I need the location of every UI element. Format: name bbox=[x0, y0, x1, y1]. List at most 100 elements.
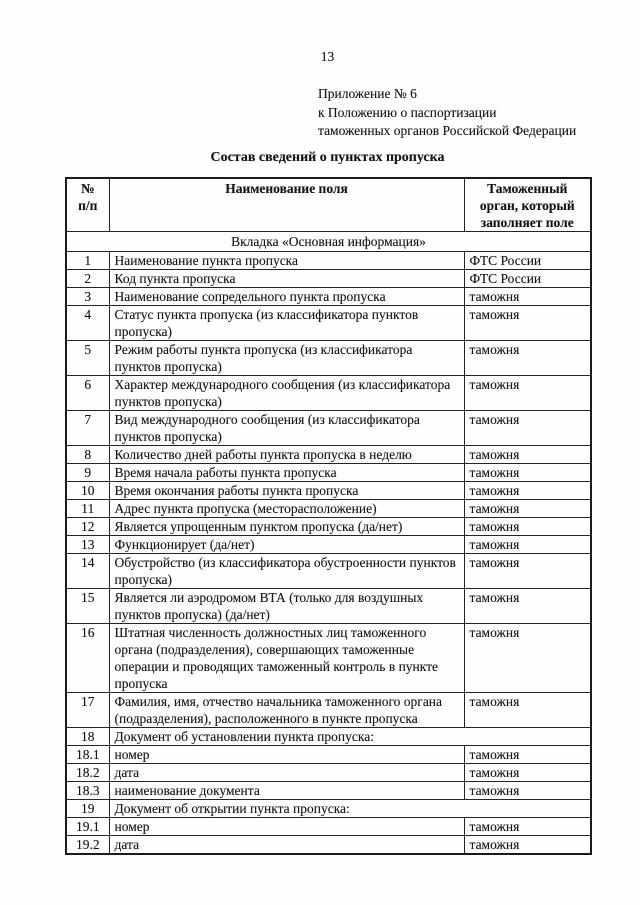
table-row: 12 Является упрощенным пунктом пропуска … bbox=[65, 516, 592, 536]
row-number-cell: 10 bbox=[65, 480, 110, 500]
filling-organ-cell: таможня bbox=[463, 444, 592, 464]
appendix-line: к Положению о паспортизации bbox=[318, 104, 497, 120]
filling-organ-cell: таможня bbox=[463, 816, 592, 836]
row-number-cell: 17 bbox=[65, 691, 110, 728]
row-number-cell: 7 bbox=[65, 409, 110, 446]
filling-organ-cell: таможня bbox=[463, 516, 592, 536]
field-name-cell: Наименование сопредельного пункта пропус… bbox=[108, 286, 465, 306]
row-number-cell: 12 bbox=[65, 516, 110, 536]
filling-organ-cell: таможня bbox=[463, 552, 592, 589]
filling-organ-cell: таможня bbox=[463, 480, 592, 500]
filling-organ-cell: таможня bbox=[463, 744, 592, 764]
field-name-cell: Код пункта пропуска bbox=[108, 268, 465, 288]
filling-organ-cell: таможня bbox=[463, 498, 592, 518]
document-title: Состав сведений о пунктах пропуска bbox=[210, 149, 445, 165]
filling-organ-cell: таможня bbox=[463, 834, 592, 854]
appendix-line: Приложение № 6 bbox=[318, 86, 417, 101]
table-row: 9 Время начала работы пункта пропуска та… bbox=[65, 462, 592, 482]
table-header-row: № п/п Наименование поля Таможенный орган… bbox=[65, 177, 592, 232]
filling-organ-cell: таможня bbox=[463, 762, 592, 782]
filling-organ-cell: ФТС России bbox=[463, 268, 592, 288]
field-name-cell: номер bbox=[108, 744, 465, 764]
field-name-cell: Режим работы пункта пропуска (из классиф… bbox=[108, 339, 465, 376]
row-number-cell: 19.1 bbox=[65, 816, 110, 836]
field-name-cell: Является ли аэродромом ВТА (только для в… bbox=[108, 587, 465, 624]
table-row: 11 Адрес пункта пропуска (месторасположе… bbox=[65, 498, 592, 518]
table-row: 19 Документ об открытии пункта пропуска: bbox=[65, 798, 592, 818]
col-header-filling-organ: Таможенный орган, который заполняет поле bbox=[463, 177, 592, 232]
row-number-cell: 14 bbox=[65, 552, 110, 589]
field-name-cell: Количество дней работы пункта пропуска в… bbox=[108, 444, 465, 464]
row-number-cell: 3 bbox=[65, 286, 110, 306]
filling-organ-cell: таможня bbox=[463, 304, 592, 341]
field-name-cell: Штатная численность должностных лиц тамо… bbox=[108, 622, 465, 693]
field-name-cell: Наименование пункта пропуска bbox=[108, 250, 465, 270]
table-row: 8 Количество дней работы пункта пропуска… bbox=[65, 444, 592, 464]
row-number-cell: 8 bbox=[65, 444, 110, 464]
table-row: 18 Документ об установлении пункта пропу… bbox=[65, 726, 592, 746]
field-name-cell: Время начала работы пункта пропуска bbox=[108, 462, 465, 482]
filling-organ-cell: таможня bbox=[463, 587, 592, 624]
field-name-cell: Вид международного сообщения (из классиф… bbox=[108, 409, 465, 446]
appendix-line: таможенных органов Российской Федерации bbox=[318, 123, 577, 138]
filling-organ-cell: таможня bbox=[463, 622, 592, 693]
table-row: 16 Штатная численность должностных лиц т… bbox=[65, 622, 592, 693]
table-row: 19.1 номер таможня bbox=[65, 816, 592, 836]
filling-organ-cell: ФТС России bbox=[463, 250, 592, 270]
table-row: 4 Статус пункта пропуска (из классификат… bbox=[65, 304, 592, 341]
field-name-cell: Статус пункта пропуска (из классификатор… bbox=[108, 304, 465, 341]
field-name-cell: Обустройство (из классификатора обустрое… bbox=[108, 552, 465, 589]
row-number-cell: 18.1 bbox=[65, 744, 110, 764]
field-name-cell: Адрес пункта пропуска (месторасположение… bbox=[108, 498, 465, 518]
table-row: 17 Фамилия, имя, отчество начальника там… bbox=[65, 691, 592, 728]
field-name-cell: Является упрощенным пунктом пропуска (да… bbox=[108, 516, 465, 536]
row-number-cell: 19 bbox=[65, 798, 110, 818]
table-row: 15 Является ли аэродромом ВТА (только дл… bbox=[65, 587, 592, 624]
field-name-cell: номер bbox=[108, 816, 465, 836]
filling-organ-cell: таможня bbox=[463, 534, 592, 554]
table-row: 18.1 номер таможня bbox=[65, 744, 592, 764]
table-row: 5 Режим работы пункта пропуска (из класс… bbox=[65, 339, 592, 376]
row-number-cell: 2 bbox=[65, 268, 110, 288]
fields-table: № п/п Наименование поля Таможенный орган… bbox=[65, 176, 592, 855]
row-number-cell: 15 bbox=[65, 587, 110, 624]
table-row: 13 Функционирует (да/нет) таможня bbox=[65, 534, 592, 554]
row-number-cell: 6 bbox=[65, 374, 110, 411]
filling-organ-cell: таможня bbox=[463, 691, 592, 728]
row-number-cell: 16 bbox=[65, 622, 110, 693]
page-number: 13 bbox=[320, 49, 335, 64]
field-name-cell: Функционирует (да/нет) bbox=[108, 534, 465, 554]
section-header-row: Вкладка «Основная информация» bbox=[65, 230, 592, 252]
col-header-num: № п/п bbox=[65, 177, 110, 232]
field-name-cell: дата bbox=[108, 762, 465, 782]
table-row: 10 Время окончания работы пункта пропуск… bbox=[65, 480, 592, 500]
field-name-cell: наименование документа bbox=[108, 780, 465, 800]
col-header-field-name: Наименование поля bbox=[108, 177, 465, 232]
row-number-cell: 5 bbox=[65, 339, 110, 376]
table-row: 7 Вид международного сообщения (из класс… bbox=[65, 409, 592, 446]
field-name-cell: Документ об установлении пункта пропуска… bbox=[108, 726, 592, 746]
field-name-cell: Характер международного сообщения (из кл… bbox=[108, 374, 465, 411]
filling-organ-cell: таможня bbox=[463, 374, 592, 411]
appendix-block: Приложение № 6 к Положению о паспортизац… bbox=[318, 85, 640, 141]
table-row: 3 Наименование сопредельного пункта проп… bbox=[65, 286, 592, 306]
row-number-cell: 9 bbox=[65, 462, 110, 482]
table-row: 18.2 дата таможня bbox=[65, 762, 592, 782]
field-name-cell: Документ об открытии пункта пропуска: bbox=[108, 798, 592, 818]
table-row: 19.2 дата таможня bbox=[65, 834, 592, 854]
row-number-cell: 11 bbox=[65, 498, 110, 518]
filling-organ-cell: таможня bbox=[463, 462, 592, 482]
field-name-cell: Время окончания работы пункта пропуска bbox=[108, 480, 465, 500]
table-row: 2 Код пункта пропуска ФТС России bbox=[65, 268, 592, 288]
row-number-cell: 4 bbox=[65, 304, 110, 341]
filling-organ-cell: таможня bbox=[463, 780, 592, 800]
filling-organ-cell: таможня bbox=[463, 409, 592, 446]
row-number-cell: 13 bbox=[65, 534, 110, 554]
row-number-cell: 18.2 bbox=[65, 762, 110, 782]
section-header-label: Вкладка «Основная информация» bbox=[65, 230, 592, 252]
field-name-cell: дата bbox=[108, 834, 465, 854]
row-number-cell: 18 bbox=[65, 726, 110, 746]
table-row: 6 Характер международного сообщения (из … bbox=[65, 374, 592, 411]
filling-organ-cell: таможня bbox=[463, 286, 592, 306]
